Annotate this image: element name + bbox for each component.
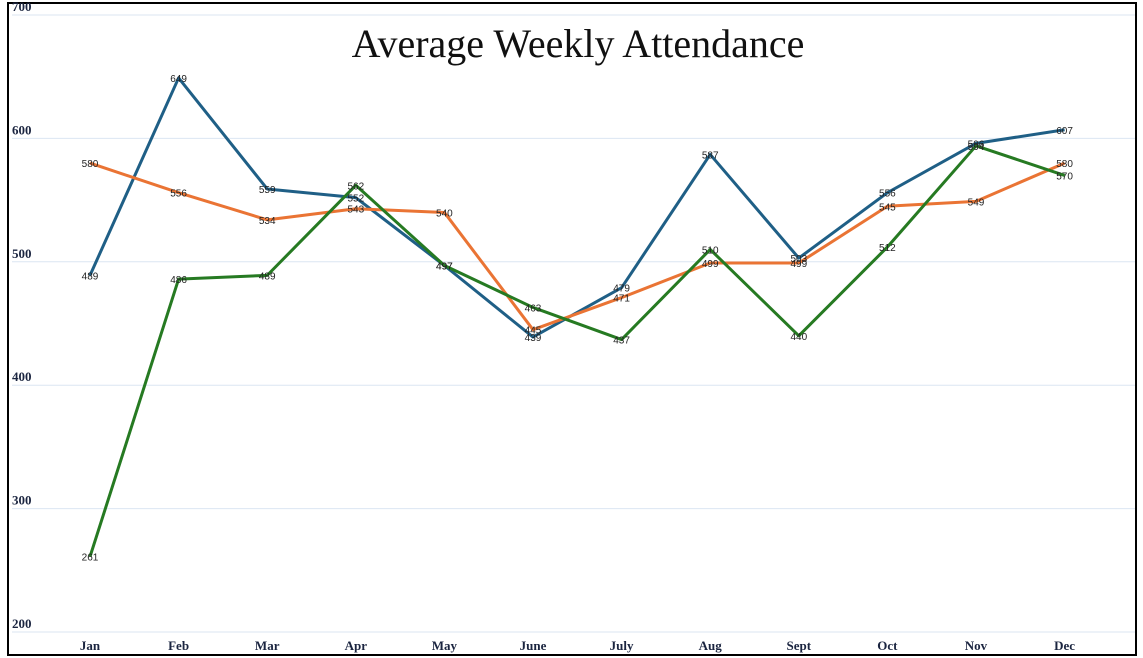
data-label: 549 [968, 197, 985, 208]
x-tick-label: Oct [877, 638, 898, 653]
data-label: 607 [1056, 126, 1073, 137]
y-tick-label: 200 [12, 616, 32, 631]
y-tick-label: 500 [12, 246, 32, 261]
x-tick-label: Nov [965, 638, 988, 653]
data-label: 594 [968, 142, 985, 153]
data-label: 649 [170, 74, 187, 85]
x-tick-label: May [432, 638, 458, 653]
y-tick-label: 400 [12, 369, 32, 384]
data-label: 540 [436, 208, 453, 219]
data-label: 463 [525, 303, 542, 314]
data-label: 580 [1056, 159, 1073, 170]
data-label: 556 [170, 189, 187, 200]
data-label: 499 [702, 259, 719, 270]
data-label: 556 [879, 189, 896, 200]
data-label: 545 [879, 202, 896, 213]
data-label: 587 [702, 150, 719, 161]
y-tick-label: 700 [12, 0, 32, 14]
data-label: 499 [790, 259, 807, 270]
x-tick-label: Apr [345, 638, 368, 653]
series-line [88, 144, 1066, 558]
x-tick-label: Sept [787, 638, 812, 653]
series-line [89, 161, 1066, 332]
x-tick-label: Feb [168, 638, 189, 653]
data-label: 489 [259, 271, 276, 282]
x-tick-label: Jan [80, 638, 101, 653]
data-label: 261 [82, 553, 99, 564]
data-label: 440 [790, 332, 807, 343]
data-label: 510 [702, 245, 719, 256]
data-label: 497 [436, 262, 453, 273]
data-label: 543 [347, 205, 364, 216]
x-tick-label: Aug [699, 638, 723, 653]
x-tick-label: June [520, 638, 547, 653]
data-label: 552 [347, 194, 364, 205]
frame [7, 2, 1137, 656]
data-label: 489 [82, 271, 99, 282]
y-tick-label: 600 [12, 122, 32, 137]
data-label: 512 [879, 243, 896, 254]
data-label: 570 [1056, 171, 1073, 182]
data-label: 479 [613, 284, 630, 295]
chart-title: Average Weekly Attendance [352, 21, 805, 66]
data-label: 503 [790, 254, 807, 265]
x-tick-label: July [610, 638, 634, 653]
data-label: 534 [259, 216, 276, 227]
data-label: 437 [613, 336, 630, 347]
x-tick-label: Dec [1054, 638, 1075, 653]
data-label: 439 [525, 333, 542, 344]
y-tick-label: 300 [12, 493, 32, 508]
data-label: 562 [347, 181, 364, 192]
x-tick-label: Mar [255, 638, 280, 653]
data-label: 497 [436, 262, 453, 273]
data-label: 559 [259, 185, 276, 196]
data-label: 596 [968, 139, 985, 150]
data-label: 580 [82, 159, 99, 170]
data-label: 445 [525, 326, 542, 337]
data-label: 471 [613, 294, 630, 305]
data-label: 486 [170, 275, 187, 286]
